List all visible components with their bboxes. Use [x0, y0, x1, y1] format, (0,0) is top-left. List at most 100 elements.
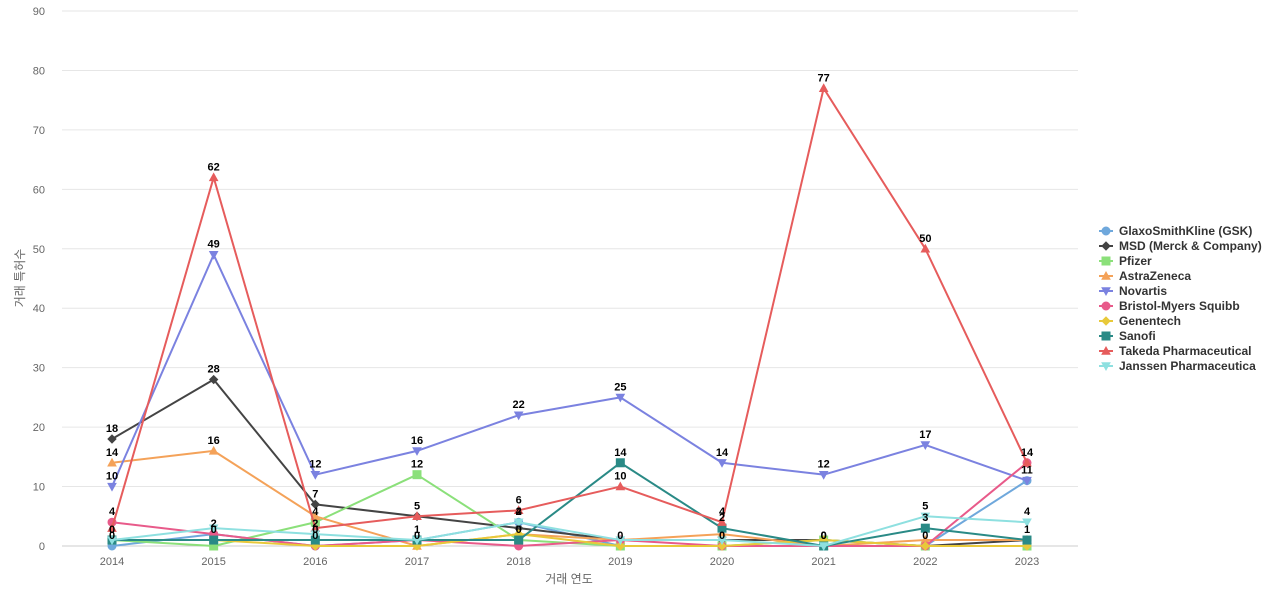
- data-point: [412, 447, 422, 456]
- data-point: [513, 518, 524, 528]
- legend-label: Pfizer: [1119, 254, 1152, 268]
- legend-label: MSD (Merck & Company): [1119, 239, 1262, 253]
- x-tick-label: 2016: [303, 556, 327, 568]
- y-tick-label: 40: [33, 303, 45, 315]
- data-label: 2: [516, 506, 522, 518]
- x-tick-label: 2019: [608, 556, 632, 568]
- data-point: [209, 535, 219, 545]
- data-label: 77: [818, 72, 830, 84]
- data-point: [208, 251, 219, 260]
- y-tick-label: 80: [33, 65, 45, 77]
- x-tick-label: 2015: [201, 556, 225, 568]
- data-point: [1022, 457, 1032, 467]
- series-line: [111, 253, 1028, 487]
- data-label: 0: [211, 524, 217, 536]
- data-point: [717, 536, 727, 546]
- data-point: [513, 411, 524, 421]
- data-point: [513, 505, 524, 515]
- data-label: 2: [312, 518, 318, 530]
- data-label: 0: [312, 524, 318, 536]
- data-label: 0: [617, 530, 623, 542]
- data-label: 1: [1024, 524, 1030, 536]
- data-label: 4: [109, 506, 116, 518]
- y-tick-label: 50: [33, 244, 45, 256]
- legend-item[interactable]: Genentech: [1099, 314, 1181, 328]
- data-label: 0: [821, 530, 827, 542]
- legend-marker: [1101, 331, 1111, 341]
- legend-item[interactable]: GlaxoSmithKline (GSK): [1099, 224, 1252, 238]
- series-novartis: [107, 251, 1032, 492]
- y-tick-label: 0: [39, 541, 45, 553]
- legend-item[interactable]: Takeda Pharmaceutical: [1099, 344, 1252, 358]
- legend-label: Sanofi: [1119, 329, 1156, 343]
- data-point: [412, 470, 422, 480]
- data-label: 12: [818, 459, 830, 471]
- data-label: 49: [208, 239, 220, 251]
- data-point: [615, 541, 626, 551]
- x-tick-label: 2023: [1015, 556, 1039, 568]
- data-point: [107, 482, 117, 492]
- legend-item[interactable]: Bristol-Myers Squibb: [1099, 299, 1240, 313]
- x-tick-label: 2018: [506, 556, 530, 568]
- legend-label: GlaxoSmithKline (GSK): [1119, 224, 1252, 238]
- data-label: 14: [106, 447, 119, 459]
- data-point: [1022, 476, 1032, 486]
- x-axis-title: 거래 연도: [545, 572, 593, 586]
- data-label: 25: [614, 381, 626, 393]
- data-label: 0: [109, 530, 115, 542]
- legend-item[interactable]: AstraZeneca: [1099, 269, 1191, 283]
- data-point: [412, 536, 422, 546]
- series-line: [111, 378, 1028, 547]
- data-point: [310, 499, 321, 510]
- data-point: [107, 457, 117, 467]
- legend-item[interactable]: Novartis: [1099, 284, 1167, 298]
- x-tick-label: 2022: [913, 556, 937, 568]
- data-label: 4: [516, 506, 523, 518]
- y-tick-label: 10: [33, 482, 45, 494]
- y-tick-label: 30: [33, 363, 45, 375]
- legend-label: AstraZeneca: [1119, 269, 1191, 283]
- y-tick-label: 60: [33, 184, 45, 196]
- series-line: [112, 533, 1027, 547]
- legend-item[interactable]: Janssen Pharmaceutica: [1099, 359, 1256, 373]
- data-label: 62: [208, 161, 220, 173]
- data-label: 5: [414, 500, 420, 512]
- data-label: 14: [716, 447, 729, 459]
- legend-marker: [1101, 256, 1111, 266]
- legend-item[interactable]: Sanofi: [1099, 329, 1156, 343]
- data-point: [818, 470, 829, 480]
- legend-item[interactable]: Pfizer: [1099, 254, 1152, 268]
- data-label: 0: [516, 524, 522, 536]
- legend-item[interactable]: MSD (Merck & Company): [1099, 239, 1262, 253]
- data-point: [920, 541, 931, 551]
- data-label: 2: [211, 518, 217, 530]
- data-labels: 020 120 0 0 01118287412141610491216222514121…: [106, 72, 1034, 542]
- data-label: 1: [414, 524, 420, 536]
- data-label: 5: [922, 500, 928, 512]
- data-point: [615, 481, 626, 491]
- data-point: [818, 83, 829, 92]
- data-label: 17: [919, 429, 931, 441]
- x-tick-label: 2017: [405, 556, 429, 568]
- legend-label: Takeda Pharmaceutical: [1119, 344, 1252, 358]
- legend-marker: [1101, 287, 1111, 297]
- data-point: [920, 441, 931, 450]
- series-takeda-pharmaceutical: [107, 83, 1032, 532]
- data-point: [107, 434, 117, 444]
- data-point: [208, 445, 219, 455]
- x-tick-label: 2014: [100, 556, 124, 568]
- data-label: 12: [411, 459, 423, 471]
- data-label: 11: [1021, 465, 1033, 477]
- data-label: 4: [719, 506, 726, 518]
- legend-marker: [1101, 301, 1111, 311]
- y-axis-title: 거래 특허수: [13, 249, 27, 308]
- data-point: [717, 517, 727, 526]
- data-label: 50: [919, 233, 931, 245]
- data-point: [818, 542, 829, 552]
- data-label: 4: [312, 506, 319, 518]
- grid-lines: [62, 10, 1078, 547]
- legend-marker: [1101, 226, 1111, 236]
- legend-marker: [1101, 345, 1111, 355]
- y-tick-label: 90: [33, 6, 45, 18]
